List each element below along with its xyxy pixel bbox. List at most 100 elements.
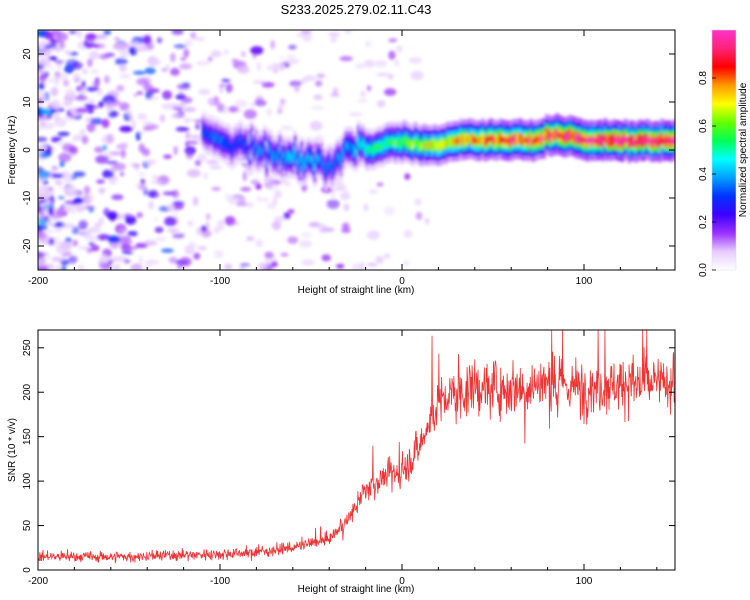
ridge-cell (651, 138, 656, 146)
spectral-blob (48, 206, 54, 216)
spectral-blob (332, 87, 338, 95)
spectral-blob (53, 112, 60, 122)
ridge-cell (343, 143, 348, 151)
ridge-cell (418, 142, 422, 149)
spectral-blob (201, 229, 212, 238)
spectral-blob (38, 136, 48, 142)
ridge-cell (645, 135, 649, 143)
spectral-blob (110, 151, 122, 155)
spectral-blob (224, 193, 231, 200)
ridge-cell (437, 142, 442, 150)
spectral-blob (94, 146, 105, 153)
spectral-blob (150, 179, 163, 185)
spectral-blob (44, 71, 50, 78)
spectral-blob (99, 53, 110, 60)
spectral-blob (321, 227, 335, 232)
spectral-blob (78, 263, 84, 270)
spectral-blob (88, 99, 96, 103)
ridge-cell (673, 136, 675, 143)
colorbar-scale (712, 30, 736, 270)
spectral-blob (47, 263, 54, 270)
ridge-cell (527, 137, 531, 145)
spectral-blob (64, 49, 72, 55)
spectral-blob (195, 159, 201, 166)
ridge-cell (507, 137, 512, 144)
spectral-blob (279, 56, 285, 59)
ridge-cell (214, 133, 219, 141)
ridge-cell (599, 136, 603, 144)
ridge-cell (544, 130, 549, 138)
spectral-blob (154, 226, 164, 233)
spectral-blob (102, 169, 114, 179)
ridge-cell (256, 151, 260, 158)
ridge-cell (345, 142, 350, 150)
spectral-blob (302, 32, 313, 42)
spectral-blob (86, 247, 94, 254)
spectrogram-x-axis-label: Height of straight line (km) (298, 285, 415, 296)
spectral-blob (132, 163, 141, 168)
spectral-blob (101, 118, 110, 128)
ridge-cell (376, 143, 380, 151)
ridge-cell (300, 153, 304, 160)
ridge-cell (380, 143, 385, 151)
spectral-blob (112, 264, 121, 270)
spectral-blob (262, 198, 269, 202)
spectral-blob (75, 107, 90, 113)
ridge-cell (267, 145, 271, 152)
spectral-blob (72, 239, 78, 247)
ridge-cell (326, 162, 330, 170)
spectral-blob (51, 46, 62, 51)
spectral-blob (179, 63, 193, 70)
ridge-cell (387, 139, 391, 146)
spectral-blob (38, 116, 52, 121)
spectral-blob (278, 61, 285, 71)
ridge-cell (597, 136, 601, 144)
spectral-blob (44, 32, 55, 41)
spectral-blob (224, 216, 236, 226)
spectral-blob (136, 91, 143, 95)
spectral-blob (171, 30, 184, 35)
spectral-blob (271, 220, 282, 231)
ridge-cell (378, 142, 383, 150)
spectral-blob (339, 56, 353, 62)
spectral-blob (221, 78, 231, 83)
ridge-cell (324, 167, 328, 175)
ridge-cell (640, 137, 645, 145)
spectral-blob (173, 44, 188, 49)
spectral-blob (168, 256, 178, 264)
ridge-cell (241, 141, 245, 148)
spectral-blob (184, 244, 195, 255)
ridge-cell (448, 138, 453, 146)
spectral-blob (143, 83, 154, 92)
spectral-blob (145, 159, 157, 165)
spectral-blob (300, 30, 312, 34)
spectral-blob (79, 129, 85, 135)
spectral-blob (274, 190, 282, 198)
spectral-blob (376, 72, 389, 77)
spectral-blob (38, 251, 45, 259)
ridge-cell (490, 135, 494, 142)
spectral-blob (340, 192, 351, 201)
spectral-blob (136, 77, 150, 86)
ridge-cell (291, 155, 295, 162)
ridge-cell (321, 161, 326, 169)
ridge-cell (428, 141, 433, 149)
spectral-blob (61, 265, 66, 270)
spectral-blob (161, 248, 174, 253)
spectral-blob (186, 169, 201, 178)
spectral-blob (164, 64, 171, 71)
spectral-blob (285, 58, 300, 65)
spectral-blob (180, 57, 187, 61)
ridge-cell (618, 137, 623, 145)
colorbar-tick-label: 0.8 (698, 71, 709, 85)
spectral-blob (55, 73, 69, 80)
spectral-blob (172, 106, 183, 111)
ridge-cell (549, 133, 553, 141)
spectral-blob (62, 100, 73, 107)
ridge-cell (269, 147, 273, 155)
spectral-blob (144, 261, 152, 269)
ridge-cell (260, 148, 265, 156)
spectral-blob (394, 59, 400, 67)
x-tick-label: -100 (210, 576, 230, 587)
spectral-blob (388, 38, 398, 43)
